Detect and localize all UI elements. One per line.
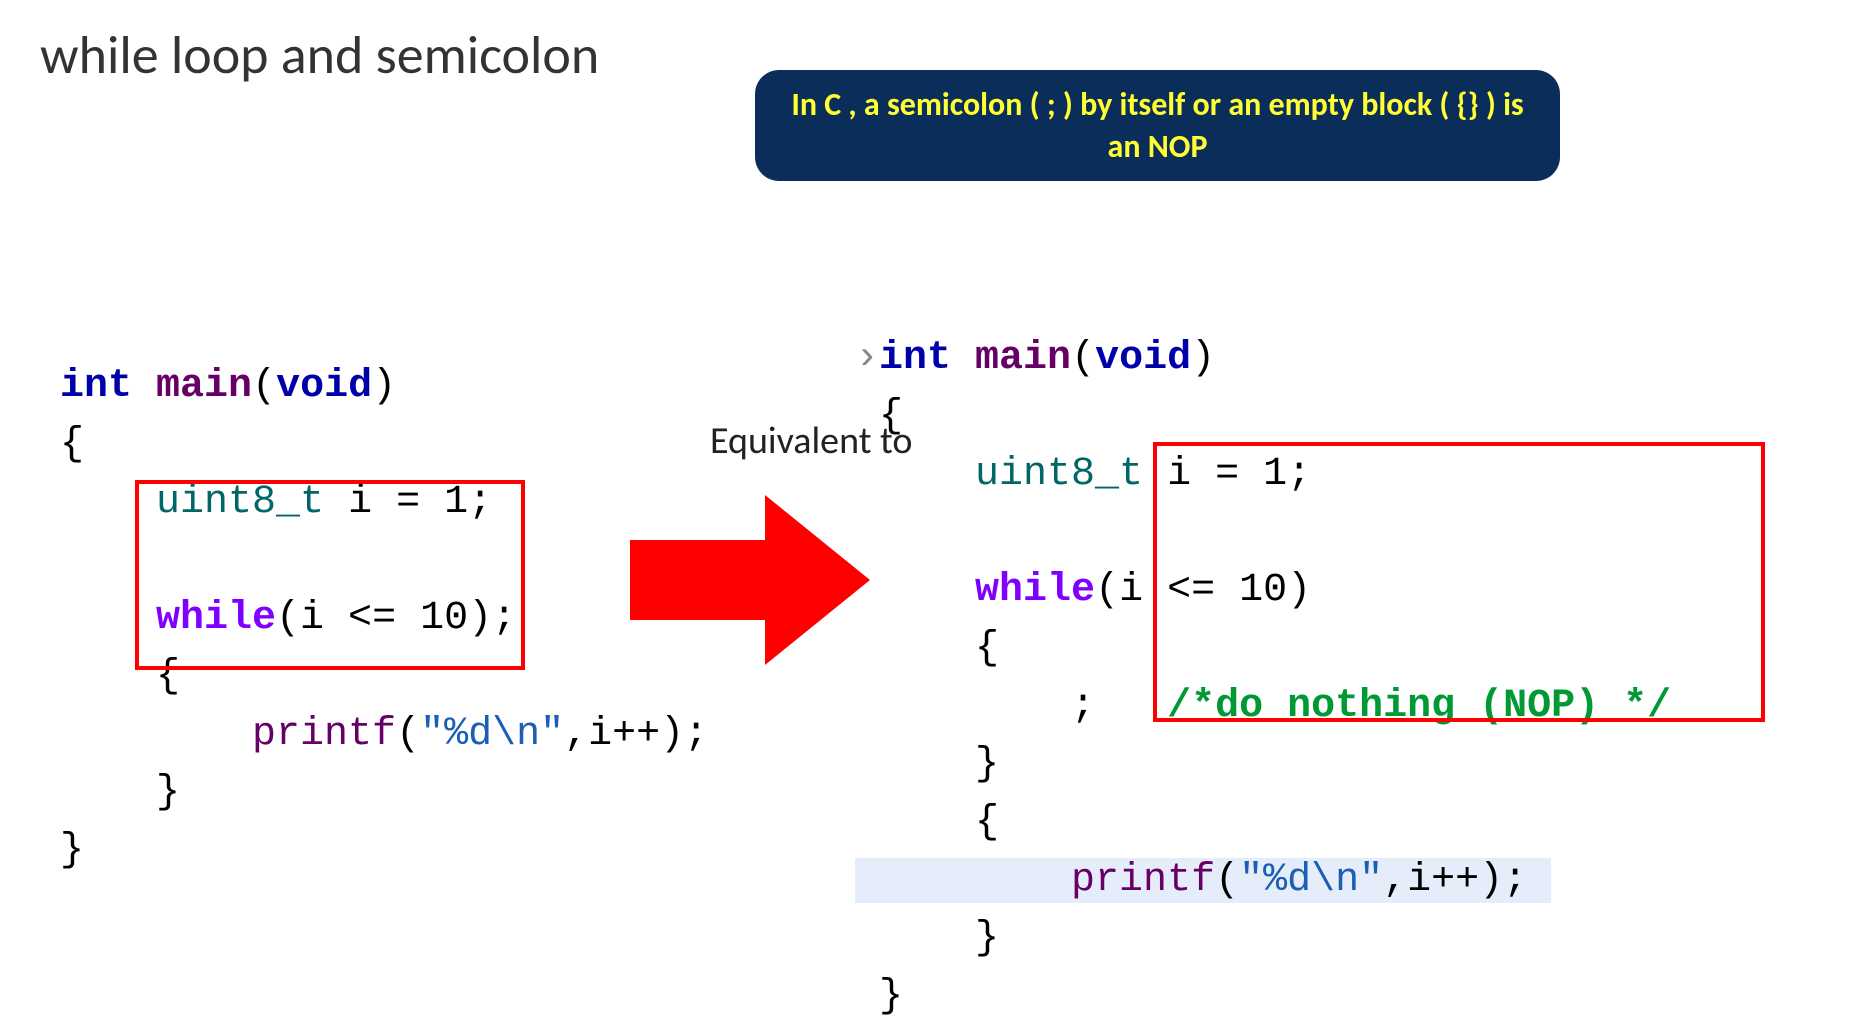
marker-icon: › <box>855 336 879 381</box>
kw-main: main <box>975 336 1071 381</box>
kw-int: int <box>60 364 132 409</box>
page-title: while loop and semicolon <box>40 22 599 88</box>
nop-semicolon: ; <box>1071 684 1095 729</box>
highlight-box-right <box>1153 442 1765 722</box>
kw-while: while <box>975 568 1095 613</box>
arrow-icon <box>630 495 870 665</box>
printf-arg: ,i++); <box>564 712 708 757</box>
highlight-box-left <box>135 480 525 670</box>
fmt-string: "%d\n" <box>1239 858 1383 903</box>
kw-void: void <box>1095 336 1191 381</box>
fn-printf: printf <box>252 712 396 757</box>
kw-int: int <box>879 336 951 381</box>
kw-main: main <box>156 364 252 409</box>
printf-arg: ,i++); <box>1383 858 1527 903</box>
highlighted-line: printf("%d\n",i++); <box>855 858 1551 903</box>
callout-note: In C , a semicolon ( ; ) by itself or an… <box>755 70 1560 181</box>
kw-void: void <box>276 364 372 409</box>
kw-uint8: uint8_t <box>975 452 1143 497</box>
fmt-string: "%d\n" <box>420 712 564 757</box>
fn-printf: printf <box>1071 858 1215 903</box>
arrow-shape <box>630 495 870 665</box>
